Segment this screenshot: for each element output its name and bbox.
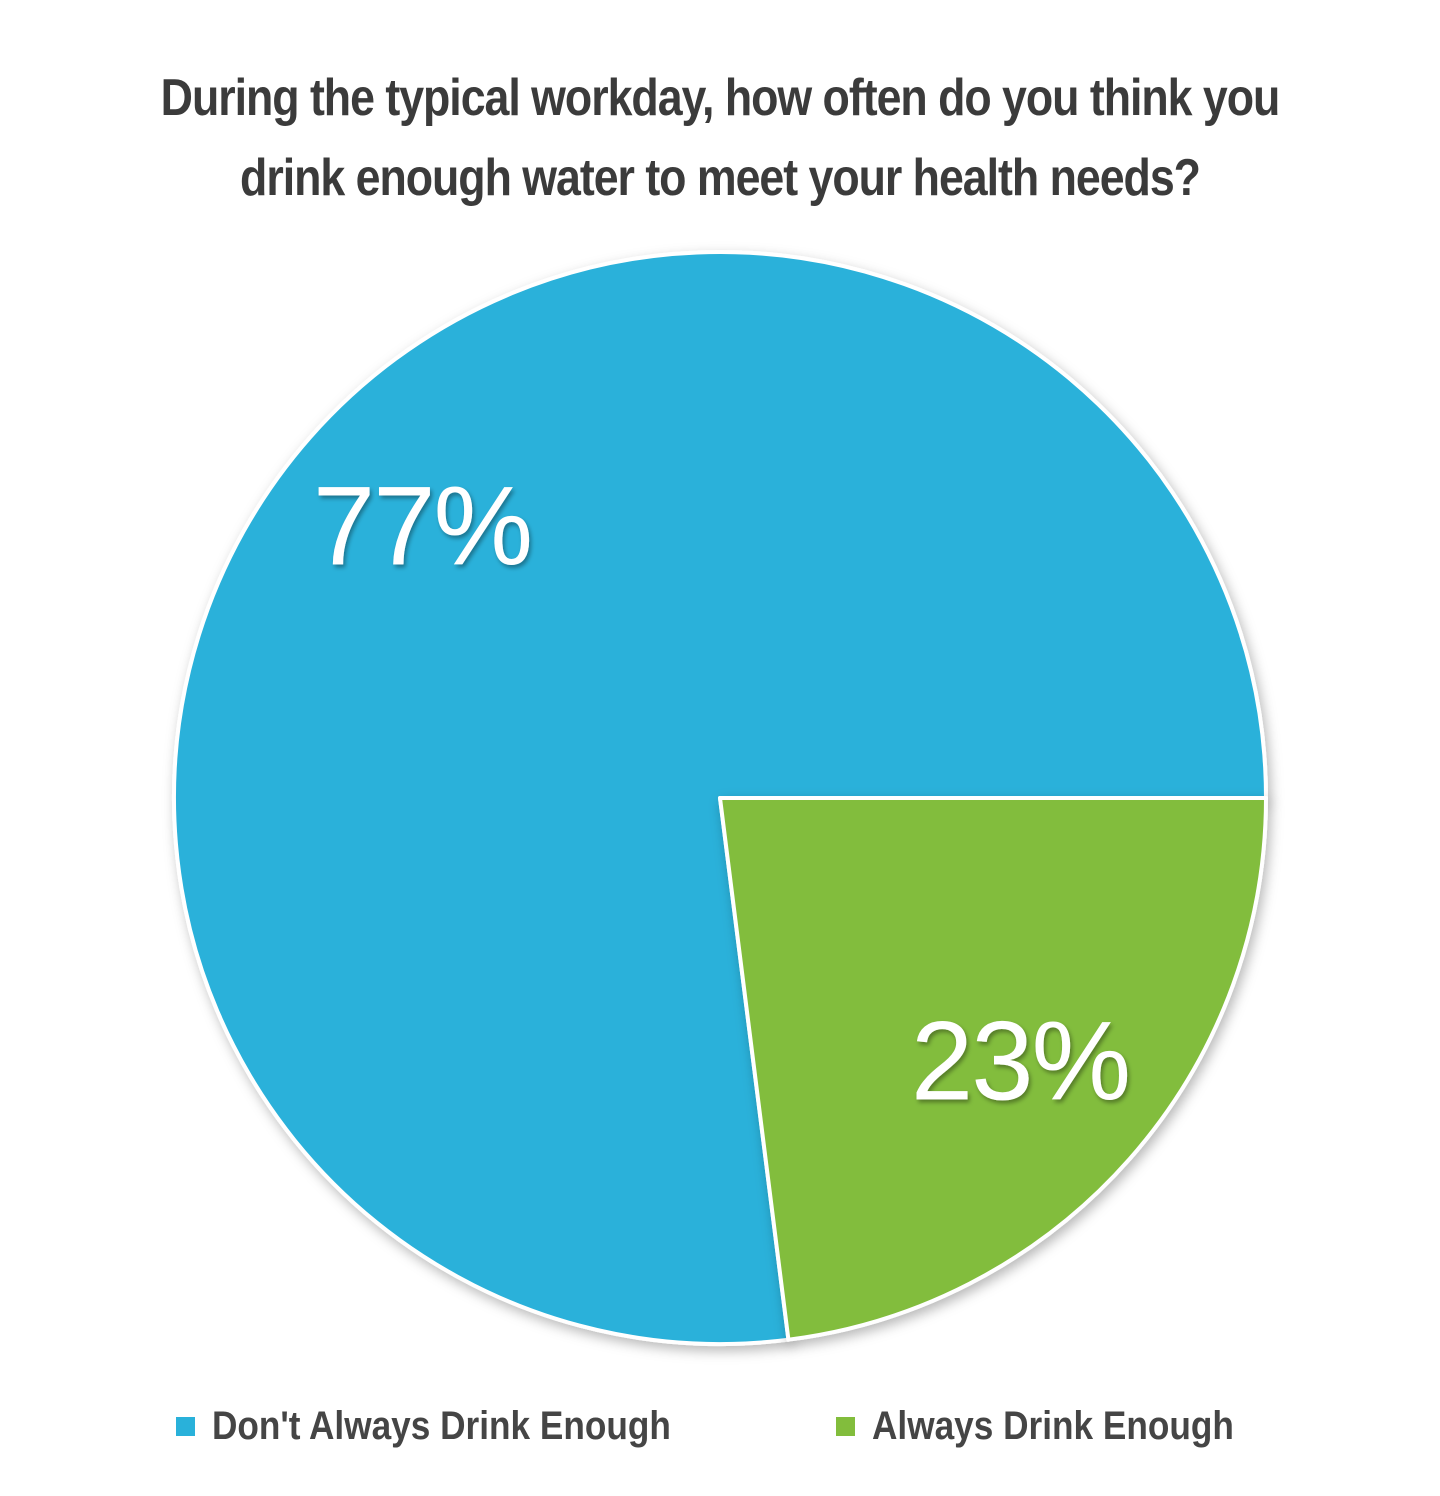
legend-swatch-dont-always xyxy=(176,1416,195,1436)
chart-title: During the typical workday, how often do… xyxy=(118,58,1322,218)
chart-title-line-2: drink enough water to meet your health n… xyxy=(240,149,1201,207)
data-label-dont-always: 77% xyxy=(313,464,531,589)
legend-label-always: Always Drink Enough xyxy=(872,1403,1234,1448)
legend-label-dont-always: Don't Always Drink Enough xyxy=(212,1403,671,1448)
pie-slices xyxy=(172,250,1268,1346)
data-label-always: 23% xyxy=(911,999,1129,1124)
legend-item-dont-always: Don't Always Drink Enough xyxy=(176,1396,733,1456)
chart-title-line-1: During the typical workday, how often do… xyxy=(160,69,1281,127)
pie-data-labels: 77% 23% xyxy=(313,464,1131,1124)
legend: Don't Always Drink Enough Always Drink E… xyxy=(0,1396,1440,1456)
legend-item-always: Always Drink Enough xyxy=(836,1396,1283,1456)
legend-swatch-always xyxy=(836,1416,855,1436)
pie-slice-always xyxy=(718,796,1268,1342)
